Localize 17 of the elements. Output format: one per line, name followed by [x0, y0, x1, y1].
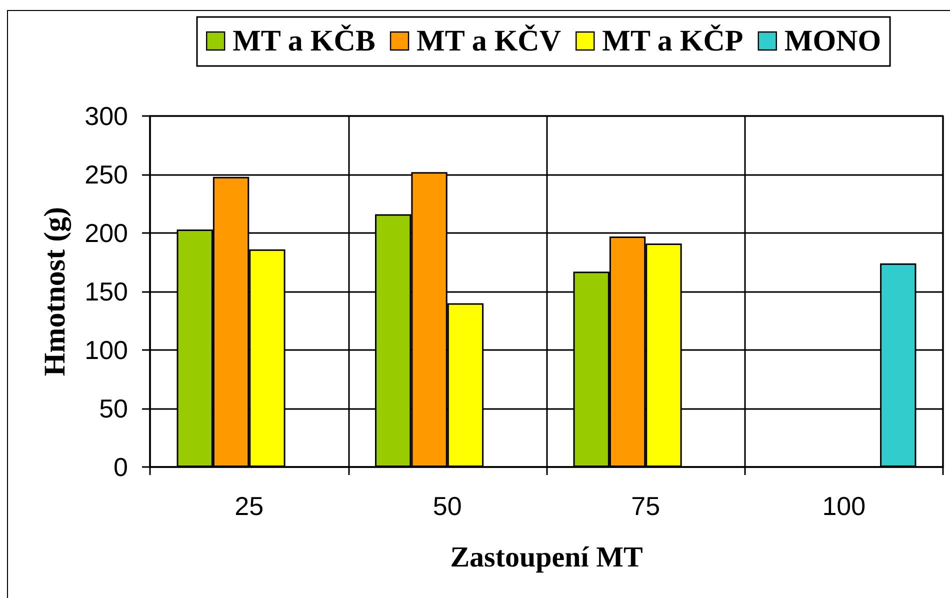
- y-tick-label: 250: [84, 160, 128, 190]
- legend-label: MONO: [784, 24, 882, 58]
- legend-label: MT a KČP: [602, 24, 744, 58]
- x-tick-label: 50: [432, 491, 462, 521]
- y-tick-label: 0: [114, 452, 128, 482]
- legend-label: MT a KČB: [232, 24, 376, 58]
- y-axis-title: Hmotnost (g): [38, 206, 72, 376]
- y-tick-label: 100: [84, 335, 128, 365]
- x-tick-label: 100: [822, 491, 866, 521]
- x-tick-label: 25: [234, 491, 264, 521]
- y-tick-label: 150: [84, 276, 128, 306]
- y-tick-label: 50: [99, 394, 128, 424]
- y-tick-label: 200: [84, 218, 128, 248]
- y-tick-label: 300: [84, 101, 128, 131]
- x-tick-label: 75: [631, 491, 660, 521]
- x-axis-title: Zastoupení MT: [450, 542, 643, 574]
- legend-label: MT a KČV: [416, 24, 562, 58]
